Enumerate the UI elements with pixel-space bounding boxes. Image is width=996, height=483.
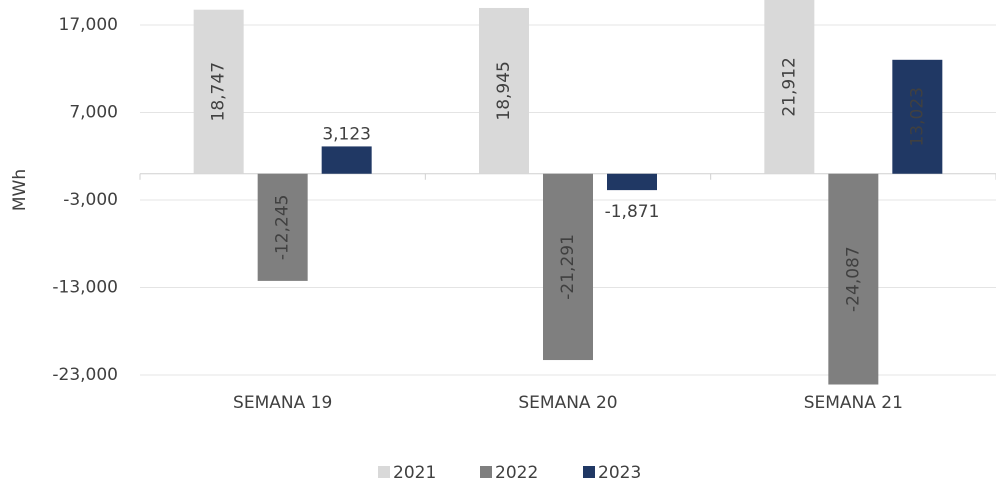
data-label: -1,871 (605, 202, 660, 222)
y-tick-label: 17,000 (59, 15, 118, 35)
x-tick-label: SEMANA 20 (518, 393, 617, 413)
legend-label: 2022 (495, 463, 538, 483)
bar (607, 174, 657, 190)
data-label: 13,023 (907, 87, 927, 146)
x-tick-label: SEMANA 19 (233, 393, 332, 413)
y-tick-label: -13,000 (52, 277, 118, 297)
chart: MWh 17,000 7,000 -3,000 -13,000 -23,000 SEMAN… (0, 0, 996, 483)
data-label: 21,912 (779, 57, 799, 116)
legend-swatch (480, 466, 492, 478)
y-tick-label: -23,000 (52, 365, 118, 385)
legend-swatch (378, 466, 390, 478)
data-label: 18,747 (209, 62, 229, 121)
legend-swatch (583, 466, 595, 478)
legend-label: 2023 (598, 463, 641, 483)
data-label: -24,087 (843, 246, 863, 312)
y-axis-title: MWh (10, 169, 30, 211)
x-tick-label: SEMANA 21 (804, 393, 903, 413)
data-label: 3,123 (322, 124, 371, 144)
y-tick-label: 7,000 (69, 102, 118, 122)
data-label: -12,245 (273, 195, 293, 261)
legend-label: 2021 (393, 463, 436, 483)
data-label: -21,291 (558, 234, 578, 300)
y-tick-label: -3,000 (63, 190, 118, 210)
data-label: 18,945 (494, 61, 514, 120)
bar (322, 146, 372, 173)
